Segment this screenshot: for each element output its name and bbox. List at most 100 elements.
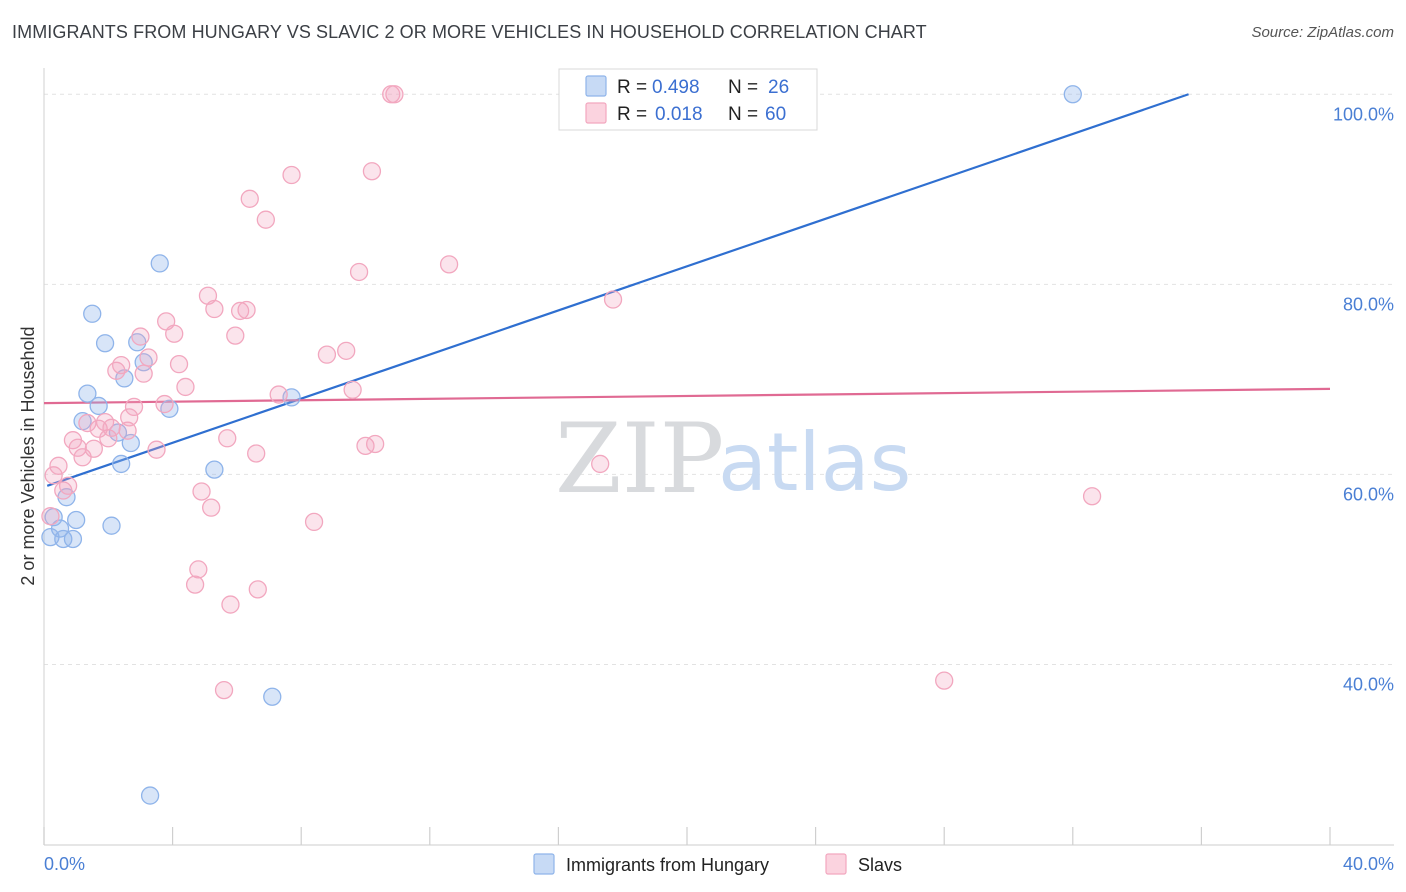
- slavs-point-38: [230, 301, 250, 321]
- slavs-point-50: [349, 262, 369, 282]
- slavs-point-27: [176, 377, 195, 397]
- slavs-point-40: [240, 189, 259, 208]
- hungary-trend-line: [46, 93, 1189, 487]
- slavs-point-52: [362, 162, 382, 181]
- slavs-point-56: [439, 255, 459, 274]
- y-tick-label-60: 60.0%: [1343, 484, 1394, 504]
- slavs-point-6: [68, 438, 87, 457]
- slavs-point-28: [185, 575, 205, 594]
- watermark-atlas: atlas: [718, 416, 911, 509]
- hungary-point-8: [78, 384, 97, 403]
- grid-lines: [44, 93, 1394, 665]
- slavs-point-59: [935, 671, 954, 690]
- slavs-point-35: [218, 429, 237, 448]
- watermark: ZIP atlas: [555, 403, 911, 515]
- hungary-point-20: [150, 254, 169, 273]
- hungary-point-10: [89, 396, 108, 416]
- slavs-point-33: [205, 299, 224, 319]
- watermark-zip: ZIP: [555, 403, 724, 515]
- hungary-point-2: [50, 519, 70, 538]
- slavs-point-19: [131, 327, 150, 346]
- slavs-point-53: [365, 434, 385, 454]
- legend-swatch-hungary: [585, 75, 607, 97]
- axes: [43, 68, 1394, 846]
- x-ticks: [43, 827, 1331, 845]
- slavs-point-41: [247, 444, 266, 463]
- slavs-point-8: [78, 413, 97, 433]
- legend-n-value-2: 60: [765, 104, 786, 125]
- slavs-point-46: [304, 512, 324, 532]
- hungary-point-25: [1063, 85, 1082, 104]
- y-tick-label-80: 80.0%: [1343, 294, 1394, 314]
- slavs-point-21: [139, 348, 158, 367]
- slavs-point-1: [44, 466, 63, 485]
- slavs-point-44: [269, 385, 288, 404]
- legend-r-value-2: 0.018: [655, 104, 703, 125]
- slavs-point-57: [591, 454, 610, 474]
- slavs-point-25: [165, 324, 184, 343]
- slavs-point-42: [248, 580, 267, 599]
- bottom-legend-label-slavs: Slavs: [858, 855, 902, 875]
- chart-title: IMMIGRANTS FROM HUNGARY VS SLAVIC 2 OR M…: [12, 22, 927, 42]
- hungary-point-23: [263, 687, 282, 706]
- hungary-point-3: [54, 529, 73, 549]
- data-points: [41, 85, 1102, 805]
- hungary-point-5: [63, 529, 83, 549]
- hungary-point-12: [102, 516, 121, 535]
- hungary-point-19: [140, 786, 160, 805]
- bottom-legend-label-hungary: Immigrants from Hungary: [566, 855, 769, 875]
- slavs-point-9: [84, 439, 103, 458]
- slavs-point-12: [99, 429, 118, 448]
- hungary-point-14: [112, 454, 131, 474]
- slavs-point-30: [192, 482, 211, 501]
- legend-r-label-2: R =: [617, 104, 647, 125]
- slavs-point-22: [147, 440, 166, 459]
- slavs-trend-line: [43, 387, 1331, 405]
- slavs-point-45: [282, 165, 301, 185]
- hungary-point-17: [128, 333, 147, 352]
- slavs-point-4: [58, 476, 78, 495]
- legend: R = 0.498 N = 26 R = 0.018 N = 60: [558, 68, 818, 131]
- hungary-point-6: [67, 510, 86, 530]
- slavs-point-16: [118, 421, 137, 440]
- slavs-point-26: [169, 354, 189, 374]
- slavs-point-34: [214, 680, 234, 700]
- slavs-point-39: [237, 300, 256, 320]
- y-tick-label-40: 40.0%: [1343, 674, 1394, 694]
- hungary-point-22: [205, 460, 224, 479]
- slavs-point-29: [189, 560, 208, 579]
- slavs-point-20: [134, 364, 153, 383]
- slavs-point-13: [102, 418, 121, 437]
- slavs-point-36: [221, 595, 240, 614]
- slavs-point-17: [120, 408, 139, 427]
- slavs-point-48: [337, 341, 356, 360]
- legend-n-label-1: N =: [728, 77, 758, 98]
- slavs-point-49: [343, 380, 362, 399]
- trend-lines: [43, 93, 1331, 487]
- slavs-point-2: [49, 456, 68, 475]
- x-tick-label-min: 0.0%: [44, 854, 85, 874]
- slavs-point-55: [385, 85, 404, 104]
- slavs-point-37: [226, 326, 245, 345]
- y-axis-label: 2 or more Vehicles in Household: [18, 326, 38, 585]
- slavs-point-18: [124, 397, 144, 417]
- hungary-point-9: [83, 304, 102, 323]
- legend-n-label-2: N =: [728, 104, 758, 125]
- legend-n-value-1: 26: [768, 77, 789, 98]
- y-tick-labels: 40.0% 60.0% 80.0% 100.0%: [1333, 104, 1394, 694]
- slavs-point-14: [107, 361, 126, 380]
- bottom-legend-swatch-hungary: [533, 853, 555, 875]
- slavs-point-32: [202, 498, 221, 517]
- slavs-point-15: [112, 355, 131, 375]
- slavs-point-10: [89, 419, 108, 438]
- hungary-point-11: [95, 334, 115, 353]
- legend-r-value-1: 0.498: [652, 77, 700, 98]
- slavs-point-0: [41, 507, 60, 526]
- bottom-legend: Immigrants from Hungary Slavs: [533, 853, 902, 875]
- y-tick-label-100: 100.0%: [1333, 104, 1394, 124]
- x-tick-label-max: 40.0%: [1343, 854, 1394, 874]
- slavs-point-43: [256, 210, 275, 229]
- slavs-point-47: [317, 345, 337, 364]
- source-credit: Source: ZipAtlas.com: [1251, 24, 1394, 41]
